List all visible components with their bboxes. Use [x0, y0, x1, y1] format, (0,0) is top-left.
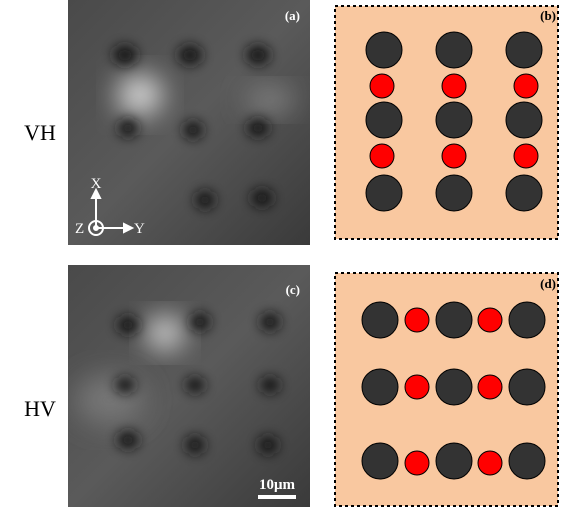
scale-bar — [258, 495, 296, 499]
row-label: HV — [24, 396, 56, 421]
panel-label: (c) — [286, 282, 300, 297]
row-label: VH — [24, 120, 56, 145]
scale-bar-label: 10μm — [259, 477, 296, 493]
axis-z: Z — [75, 221, 84, 237]
holes-d — [362, 302, 545, 479]
holes-b — [366, 32, 542, 211]
micrograph-a — [68, 0, 310, 245]
axis-x: X — [91, 176, 102, 192]
panel-label: (a) — [285, 8, 300, 23]
micrograph-c — [68, 265, 310, 507]
panel-label: (b) — [540, 8, 556, 23]
figure: (a) X Y Z (b) VH HV (c) 10μm — [0, 0, 561, 507]
panel-label: (d) — [540, 276, 556, 291]
axis-y: Y — [134, 221, 145, 237]
